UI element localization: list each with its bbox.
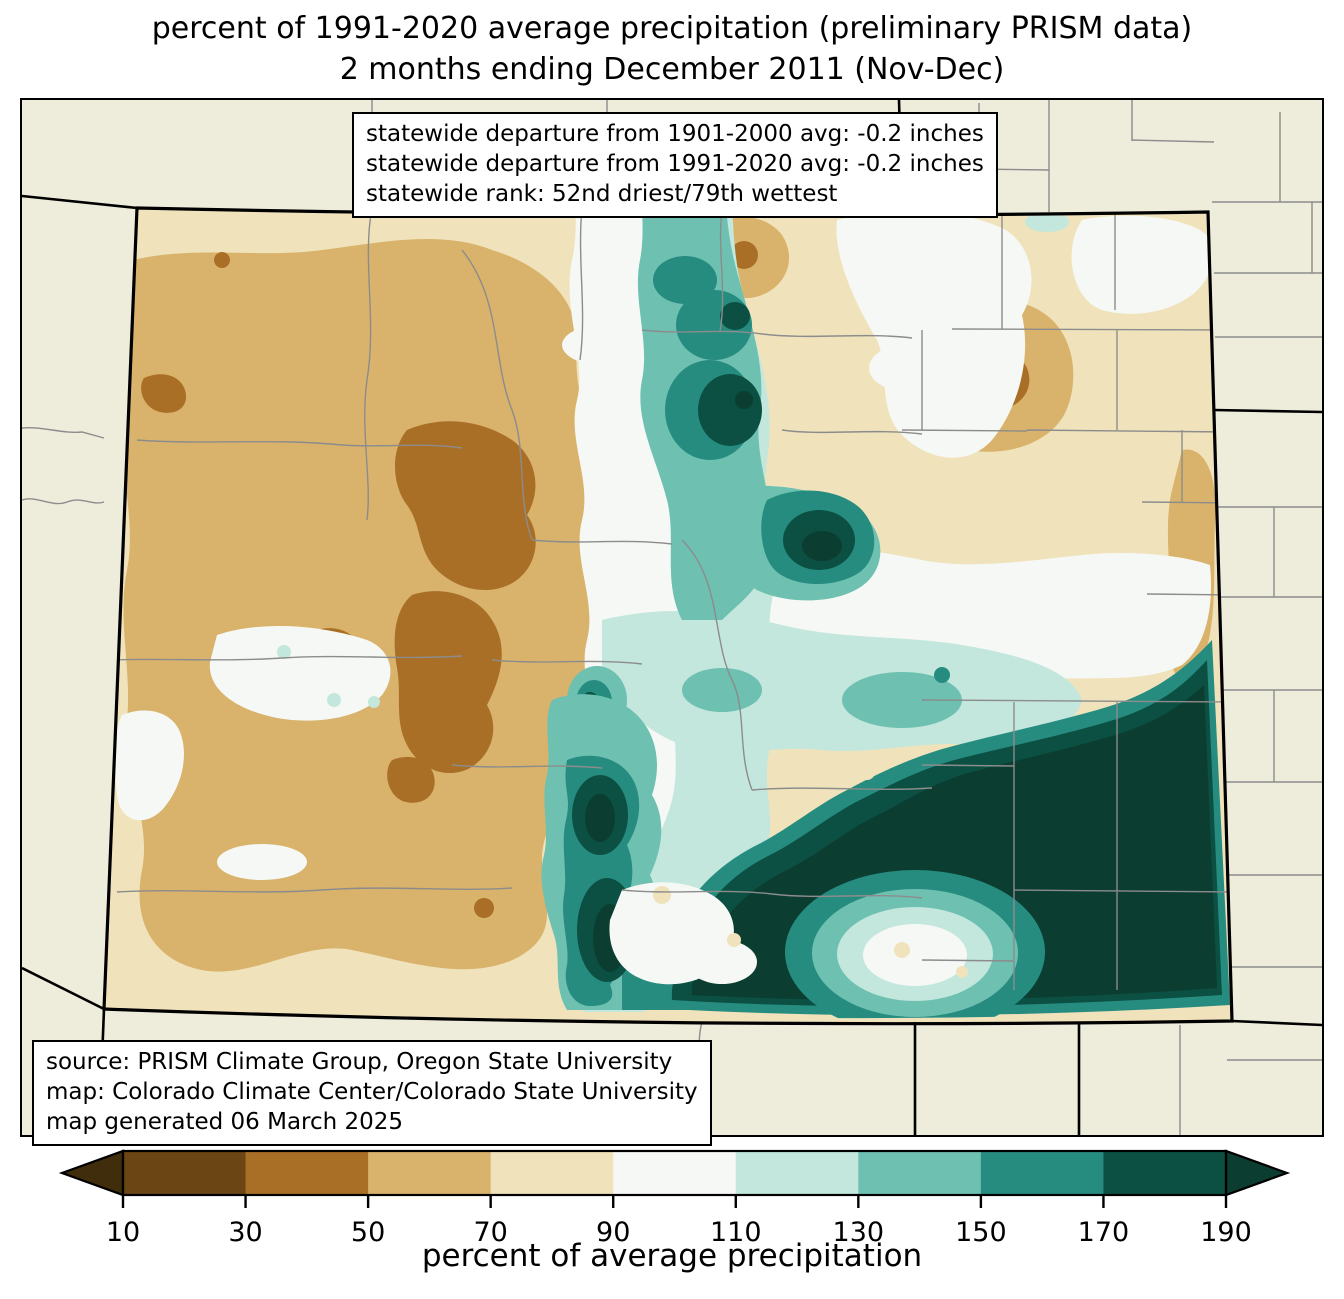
contour-south-white-patches — [452, 764, 1222, 1024]
colorbar-tick-label: 30 — [228, 1217, 262, 1248]
precipitation-map-svg — [22, 100, 1322, 1135]
colorbar-svg: 10 30 50 70 90 110 130 150 170 190 — [58, 1149, 1291, 1248]
page-title-line1: percent of 1991-2020 average precipitati… — [151, 11, 1193, 46]
colorbar-segment — [368, 1151, 492, 1195]
contour-southeast-mass — [651, 640, 1230, 1024]
contour-teal-plains-dot — [934, 667, 950, 683]
contour-tan-west — [104, 239, 602, 972]
colorbar-segment — [1103, 1151, 1227, 1195]
colorbar-segment — [858, 1151, 982, 1195]
colorbar: 10 30 50 70 90 110 130 150 170 190 — [0, 1140, 1344, 1250]
colorbar-segment — [123, 1151, 247, 1195]
colorbar-outline — [121, 1149, 1228, 1197]
contour-teal-plains-blob1 — [842, 672, 962, 728]
colorbar-tick-label: 170 — [1078, 1217, 1130, 1248]
colorado-contours — [104, 208, 1232, 1024]
statewide-stats-box: statewide departure from 1901-2000 avg: … — [352, 112, 998, 218]
colorbar-segment — [245, 1151, 369, 1195]
stats-line-1991-2020: statewide departure from 1991-2020 avg: … — [366, 151, 984, 177]
colorbar-segment — [613, 1151, 737, 1195]
colorbar-tick-label: 130 — [833, 1217, 885, 1248]
page-title-line2: 2 months ending December 2011 (Nov-Dec) — [339, 52, 1005, 87]
colorbar-tick-label: 90 — [596, 1217, 630, 1248]
colorbar-tick-label: 70 — [473, 1217, 507, 1248]
map-credit-line: map: Colorado Climate Center/Colorado St… — [46, 1079, 698, 1105]
colorbar-under-arrow — [58, 1149, 125, 1197]
source-line: source: PRISM Climate Group, Oregon Stat… — [46, 1049, 673, 1075]
colorbar-tick-label: 150 — [955, 1217, 1007, 1248]
colorbar-segment — [980, 1151, 1104, 1195]
source-attribution-box: source: PRISM Climate Group, Oregon Stat… — [32, 1040, 712, 1146]
colorbar-tick-label: 110 — [710, 1217, 762, 1248]
page-title: percent of 1991-2020 average precipitati… — [0, 8, 1344, 90]
colorbar-tick-label: 190 — [1200, 1217, 1252, 1248]
stats-line-rank: statewide rank: 52nd driest/79th wettest — [366, 181, 838, 207]
stats-line-1901-2000: statewide departure from 1901-2000 avg: … — [366, 121, 984, 147]
colorbar-segment — [490, 1151, 614, 1195]
colorbar-tick-label: 10 — [106, 1217, 140, 1248]
map-plot: statewide departure from 1901-2000 avg: … — [20, 98, 1324, 1146]
colorbar-axis-label: percent of average precipitation — [421, 1238, 923, 1274]
contour-teal-plains-blob2 — [682, 668, 762, 712]
colorbar-tick-label: 50 — [351, 1217, 385, 1248]
colorbar-segment — [735, 1151, 859, 1195]
generated-date-line: map generated 06 March 2025 — [46, 1109, 404, 1135]
colorbar-over-arrow — [1224, 1149, 1291, 1197]
